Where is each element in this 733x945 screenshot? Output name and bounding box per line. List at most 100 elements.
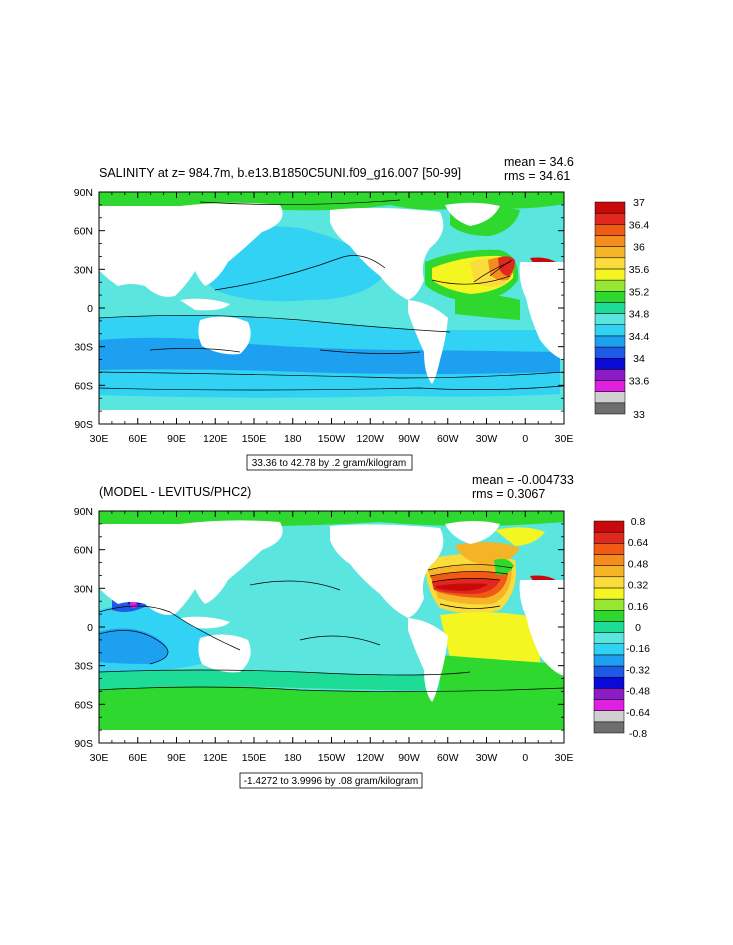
colorbar-label: -0.64 xyxy=(626,707,650,719)
colorbar-label: 34 xyxy=(633,353,645,365)
difference-colorbar: -0.8 -0.64 -0.48 -0.32 -0.16 0 0.16 0.32 0.48 0.6… xyxy=(593,516,650,740)
colorbar-label: -0.32 xyxy=(626,664,650,676)
salinity-contour-info-text: 33.36 to 42.78 by .2 gram/kilogram xyxy=(252,458,407,469)
land-africa xyxy=(519,262,564,360)
y-tick-label: 60N xyxy=(74,226,93,238)
y-tick-label: 60N xyxy=(74,545,93,557)
salinity-title: SALINITY at z= 984.7m, b.e13.B1850C5UNI.… xyxy=(99,166,461,180)
colorbar-swatch xyxy=(593,587,625,600)
contour-line xyxy=(319,349,421,354)
x-tick-label: 60E xyxy=(128,433,147,445)
contour-line xyxy=(299,635,381,646)
y-tick-label: 0 xyxy=(87,622,93,634)
land-eurasia-west xyxy=(99,206,212,297)
colorbar-swatch xyxy=(594,335,626,348)
colorbar-swatch xyxy=(593,621,625,633)
colorbar-swatch xyxy=(594,268,626,281)
y-tick-label: 90N xyxy=(74,506,93,518)
atlantic-positive-5 xyxy=(436,583,488,591)
colorbar-swatch xyxy=(594,212,626,225)
x-tick-label: 0 xyxy=(522,433,528,445)
x-tick-label: 150W xyxy=(318,752,346,764)
colorbar-swatch xyxy=(593,576,625,589)
colorbar-label: 35.6 xyxy=(629,264,650,276)
colorbar-swatch xyxy=(593,710,625,723)
salinity-map xyxy=(99,192,564,424)
salinity-axes: 30E 60E 90E 120E 150E 180 150W 120W 90W 60W 30W 0 30… xyxy=(74,187,574,445)
contour-line xyxy=(427,564,513,571)
colorbar-swatch xyxy=(593,699,625,711)
y-tick-label: 90S xyxy=(74,419,93,431)
contour-line xyxy=(489,259,513,277)
salinity-mean-label: mean = 34.6 xyxy=(504,155,574,169)
y-tick-label: 90N xyxy=(74,187,93,199)
difference-axes: 30E 60E 90E 120E 150E 180 150W 120W 90W 60W 30W 0 30… xyxy=(74,506,574,764)
colorbar-label: 37 xyxy=(633,197,645,209)
difference-rms-label: rms = 0.3067 xyxy=(472,487,545,501)
land-greenland xyxy=(445,202,500,226)
x-tick-label: 60E xyxy=(128,752,147,764)
colorbar-swatch xyxy=(593,543,625,555)
southern-ocean-edge xyxy=(99,394,560,410)
contour-line xyxy=(99,371,564,379)
y-tick-label: 30S xyxy=(74,342,93,354)
difference-contour-info-text: -1.4272 to 3.9996 by .08 gram/kilogram xyxy=(244,776,419,787)
x-tick-label: 0 xyxy=(522,752,528,764)
salinity-panel: SALINITY at z= 984.7m, b.e13.B1850C5UNI.… xyxy=(74,155,650,471)
contour-line xyxy=(431,578,501,583)
contour-line xyxy=(439,603,501,609)
southern-ocean-band xyxy=(99,670,470,692)
colorbar-label: 36 xyxy=(633,242,645,254)
x-tick-label: 150W xyxy=(318,433,346,445)
tropical-atlantic xyxy=(440,612,540,670)
x-tick-label: 150E xyxy=(242,752,267,764)
x-tick-label: 120E xyxy=(203,433,228,445)
south-atlantic-fresh xyxy=(455,294,520,320)
southern-ocean-positive xyxy=(99,686,564,730)
contour-line xyxy=(249,580,341,591)
y-tick-label: 60S xyxy=(74,699,93,711)
colorbar-swatch xyxy=(593,565,625,578)
land-east-asia xyxy=(180,520,283,604)
colorbar-swatch xyxy=(593,610,625,622)
colorbar-label: 0.64 xyxy=(628,537,649,549)
colorbar-label: 0 xyxy=(635,622,641,634)
salinity-colorbar: 33 33.6 34 34.4 34.8 35.2 35.6 36 36.4 37 xyxy=(594,197,650,421)
difference-contours xyxy=(99,564,564,692)
salinity-contours xyxy=(99,199,564,391)
land-east-asia xyxy=(180,202,283,286)
colorbar-swatch xyxy=(594,391,626,404)
colorbar-label: -0.48 xyxy=(626,686,650,698)
contour-line xyxy=(99,669,471,676)
colorbar-swatch xyxy=(594,224,626,236)
indian-negative-2 xyxy=(99,628,168,664)
colorbar-label: -0.8 xyxy=(629,728,647,740)
atlantic-saline-5 xyxy=(498,256,515,276)
colorbar-swatch xyxy=(593,554,625,566)
colorbar-swatch xyxy=(593,632,625,644)
salinity-contour-info: 33.36 to 42.78 by .2 gram/kilogram xyxy=(246,454,413,471)
x-tick-label: 30E xyxy=(555,433,574,445)
colorbar-swatch xyxy=(593,688,625,700)
colorbar-swatch xyxy=(594,302,626,314)
contour-line xyxy=(429,571,509,577)
y-tick-label: 30S xyxy=(74,661,93,673)
x-tick-label: 30E xyxy=(90,752,109,764)
colorbar-label: 33.6 xyxy=(629,376,650,388)
colorbar-label: 0.32 xyxy=(628,580,649,592)
x-tick-label: 120W xyxy=(357,752,385,764)
difference-contour-info: -1.4272 to 3.9996 by .08 gram/kilogram xyxy=(239,772,423,789)
colorbar-swatch xyxy=(593,643,625,656)
difference-mean-label: mean = -0.004733 xyxy=(472,473,574,487)
colorbar-label: 34.8 xyxy=(629,309,650,321)
x-tick-label: 30E xyxy=(90,433,109,445)
land-south-america xyxy=(408,300,448,384)
x-tick-label: 90E xyxy=(167,752,186,764)
land-greenland xyxy=(445,521,500,544)
colorbar-label: 0.8 xyxy=(631,516,646,528)
land-north-america xyxy=(330,207,444,300)
y-tick-label: 60S xyxy=(74,380,93,392)
land-indonesia xyxy=(180,298,230,311)
x-tick-label: 150E xyxy=(242,433,267,445)
colorbar-label: 34.4 xyxy=(629,331,650,343)
